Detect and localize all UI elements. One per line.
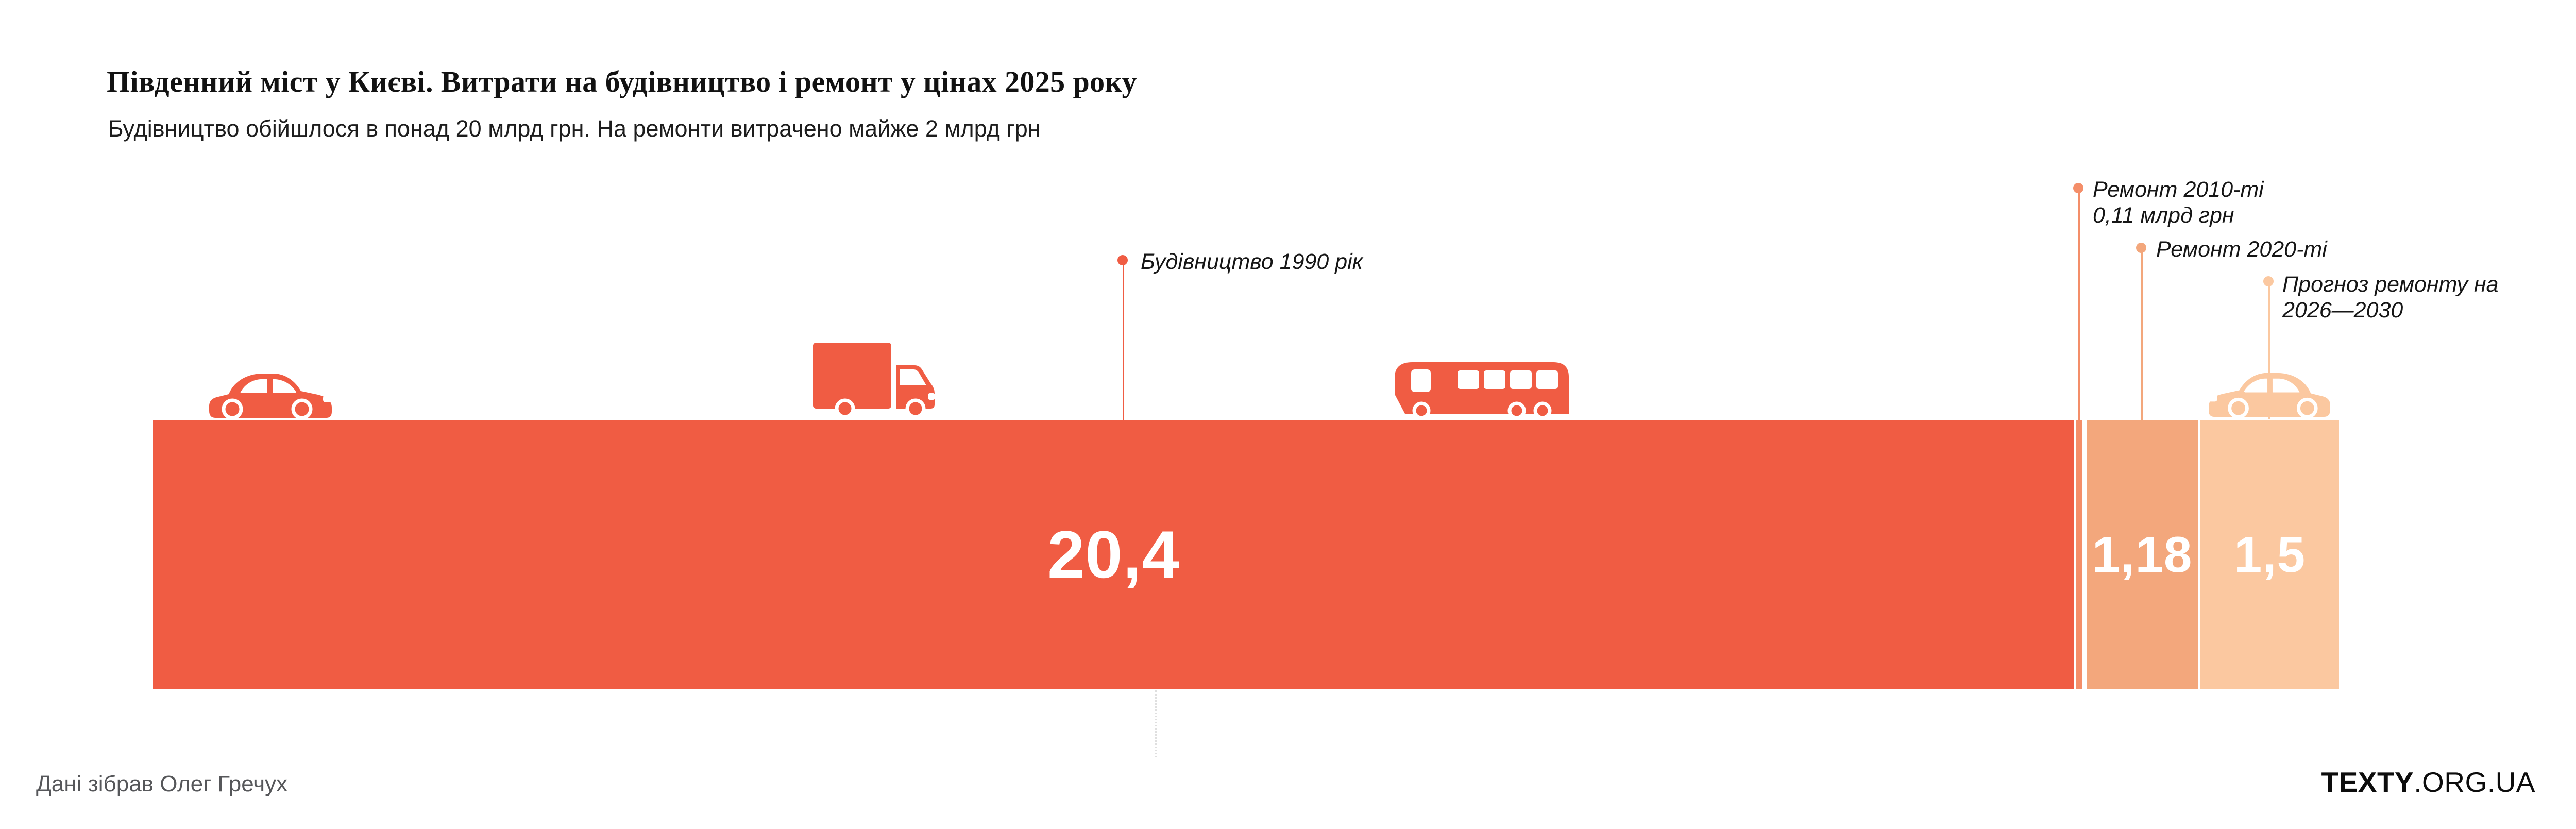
annotation-text: Ремонт 2010-ті (2093, 177, 2264, 202)
bar-value-repair-2020s: 1,18 (2092, 526, 2193, 583)
annotation-text: 2026—2030 (2282, 297, 2403, 323)
bar-segment-forecast-2026-2030: 1,5 (2200, 420, 2339, 689)
page-title: Південний міст у Києві. Витрати на будів… (107, 65, 1137, 98)
texty-logo-bold: TEXTY (2321, 766, 2414, 798)
texty-logo: TEXTY.ORG.UA (2321, 766, 2536, 799)
truck-icon (812, 342, 939, 420)
bar-value-construction: 20,4 (1047, 517, 1180, 592)
faint-tick-mark (1155, 690, 1157, 757)
bus-icon (1389, 355, 1574, 420)
annotation-text: Будівництво 1990 рік (1141, 249, 1363, 274)
annotation-repair-2010s: Ремонт 2010-ті 0,11 млрд грн (2093, 177, 2264, 229)
texty-logo-domain: .ORG.UA (2414, 766, 2535, 798)
page-subtitle: Будівництво обійшлося в понад 20 млрд гр… (108, 115, 1041, 142)
annotation-text: Ремонт 2020-ті (2156, 237, 2327, 262)
marker-line-construction-1990 (1123, 260, 1124, 420)
bar-segment-repair-2010s (2076, 420, 2082, 689)
annotation-forecast-2026-2030: Прогноз ремонту на 2026—2030 (2282, 272, 2499, 324)
bar-value-forecast: 1,5 (2233, 526, 2306, 583)
bar-segment-construction-1990: 20,4 (153, 420, 2074, 689)
annotation-text: Прогноз ремонту на (2282, 272, 2499, 297)
bar-segment-repair-2020s: 1,18 (2087, 420, 2198, 689)
annotation-repair-2020s: Ремонт 2020-ті (2156, 237, 2327, 263)
marker-line-forecast-2026-2030 (2268, 281, 2270, 419)
data-credit: Дані зібрав Олег Гречух (36, 771, 288, 797)
annotation-text: 0,11 млрд грн (2093, 202, 2234, 228)
car-icon (207, 365, 333, 420)
marker-line-repair-2010s (2078, 188, 2080, 420)
marker-line-repair-2020s (2141, 247, 2143, 420)
annotation-construction-1990: Будівництво 1990 рік (1141, 249, 1363, 275)
